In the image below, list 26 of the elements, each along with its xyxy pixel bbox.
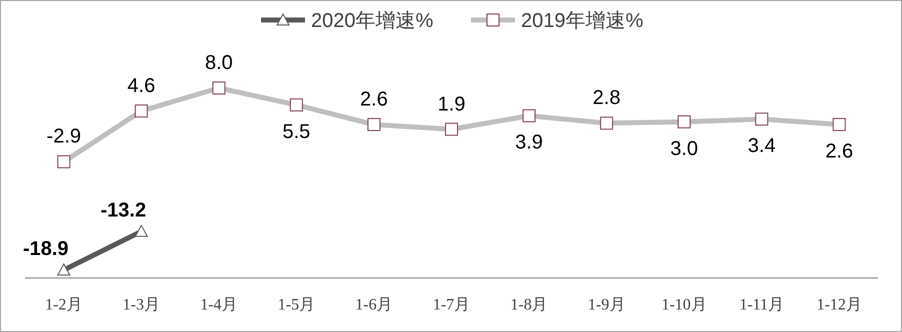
data-label: 2.6 bbox=[360, 88, 388, 111]
data-label: 8.0 bbox=[204, 52, 233, 74]
data-label: -18.9 bbox=[22, 238, 69, 260]
data-label: -2.9 bbox=[46, 126, 82, 148]
data-label: 3.0 bbox=[670, 138, 698, 160]
x-tick-label: 1-2月 bbox=[45, 296, 82, 314]
legend-label: 2020年增速% bbox=[311, 10, 434, 32]
data-label: 3.4 bbox=[748, 135, 776, 158]
x-tick-label: 1-3月 bbox=[122, 296, 160, 314]
x-tick-label: 1-7月 bbox=[432, 296, 470, 314]
x-tick-label: 1-10月 bbox=[661, 296, 707, 314]
x-tick-label: 1-8月 bbox=[510, 296, 548, 314]
legend-label: 2019年增速% bbox=[521, 10, 644, 32]
data-label: -13.2 bbox=[100, 199, 146, 222]
x-tick-label: 1-9月 bbox=[588, 296, 626, 314]
x-tick-label: 1-5月 bbox=[278, 296, 316, 314]
data-label: 5.5 bbox=[282, 120, 310, 143]
data-label: 1.9 bbox=[438, 93, 466, 116]
x-tick-label: 1-11月 bbox=[739, 296, 784, 314]
data-label: 2.6 bbox=[825, 140, 854, 163]
data-label: 2.8 bbox=[592, 87, 620, 110]
x-tick-label: 1-6月 bbox=[355, 296, 393, 314]
x-tick-label: 1-12月 bbox=[816, 296, 862, 314]
x-tick-label: 1-4月 bbox=[200, 296, 238, 314]
data-label: 4.6 bbox=[127, 75, 156, 98]
data-label: 3.9 bbox=[515, 132, 543, 154]
